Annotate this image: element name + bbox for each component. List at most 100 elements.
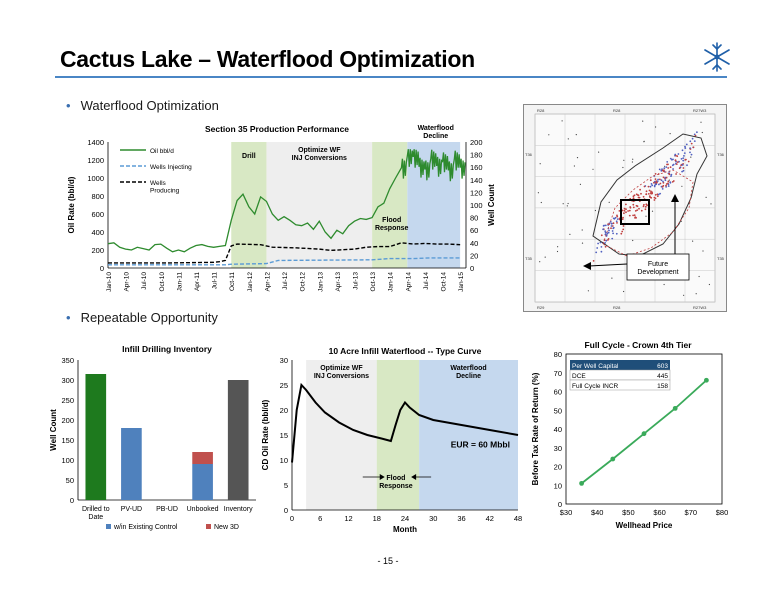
phase-label: Decline [423,133,448,140]
y-tick-label: 5 [284,481,288,490]
series-line [107,149,466,253]
chart-title: Infill Drilling Inventory [122,344,212,354]
arrow-head-icon [583,262,591,270]
well-dot [636,194,639,196]
y-tick-label: 0 [70,496,74,505]
well-dot [537,192,539,194]
well-dot [632,206,635,209]
table-cell-value: 445 [657,373,668,380]
well-dot [610,227,612,230]
well-dot [625,211,627,214]
x-tick-label: Jan-12 [247,272,254,292]
well-dot [632,158,634,160]
well-dot [610,225,613,227]
well-dot [587,290,589,292]
well-dot [612,222,615,225]
chart-title: Full Cycle - Crown 4th Tier [584,340,692,350]
y-tick-label: 0 [100,264,104,273]
x-tick-label: 48 [514,514,522,523]
well-dot [607,231,610,234]
well-dot [687,160,690,163]
y-tick-label: 30 [554,444,562,453]
well-dot [628,209,631,212]
well-dot [604,245,607,248]
well-dot [611,237,614,240]
arrow-head-icon [379,474,385,480]
well-dot [595,251,598,254]
well-dot [650,183,653,185]
table-header-label: Per Well Capital [572,363,619,370]
well-dot [581,229,583,231]
page-number: - 15 - [377,556,399,566]
well-dot [592,260,595,262]
map-bottom-label: R29 [537,305,545,310]
x-tick-label: 30 [429,514,437,523]
map-bottom-label: R27W3 [693,305,707,310]
future-dev-arrow-left [588,263,628,267]
well-dot [628,214,631,217]
well-dot [600,246,603,248]
well-dot [692,146,695,149]
well-dot [653,180,656,183]
well-dot [655,180,658,183]
well-dot [612,227,615,230]
table-header-bg [570,360,670,370]
phase-label: INJ Conversions [314,373,369,380]
well-dot [604,224,607,227]
well-dot [623,209,626,212]
eur-annotation: EUR = 60 Mbbl [451,440,510,450]
well-dot [623,207,626,210]
y-tick-label: 60 [554,388,562,397]
well-dot [604,242,606,244]
map-right-label: T35 [717,256,725,261]
well-dot [651,210,654,212]
unit-boundary [602,169,694,257]
well-dot [658,168,661,171]
well-dot [654,194,657,196]
table-cell-label: Full Cycle INCR [572,383,619,390]
well-dot [666,161,669,163]
well-dot [622,225,625,227]
table-header-value: 603 [657,363,668,370]
x-tick-label: Oct-13 [370,272,377,292]
infill-inventory-chart: Infill Drilling Inventory 0 50 100 150 200 250… [49,344,256,531]
arrow-head-icon [671,194,679,202]
x-tick-label: Jan-14 [388,272,395,292]
well-dot [676,161,679,163]
well-dot [662,176,665,179]
bullet-waterflood: • Waterflood Optimization [66,98,219,113]
well-dot [698,275,700,278]
well-dot [664,179,667,182]
well-dot [581,242,584,244]
y-tick-label: 20 [280,406,288,415]
data-point [579,480,584,486]
y-tick-label: 0 [558,500,562,509]
well-dot [600,234,603,237]
well-dot [670,173,673,176]
well-dot [680,220,682,222]
well-dot [653,199,656,201]
y-tick-label: 200 [61,416,74,425]
x-tick-label: PB-UD [156,506,178,513]
well-dot [611,222,613,225]
well-dot [667,167,670,169]
well-dot [680,158,683,160]
phase-label: Response [375,225,409,232]
data-point [641,431,647,437]
well-dot [638,207,640,210]
x-tick-label: Apr-10 [124,272,131,292]
legend-swatch [206,524,211,529]
well-dot [669,133,671,135]
legend-label: Producing [150,188,180,195]
well-dot [629,206,632,208]
phase-band [231,142,267,268]
x-tick-label: Jan-11 [176,272,183,292]
well-dot [575,134,577,136]
x-tick-label: $70 [685,508,698,517]
well-dot [607,223,609,225]
x-tick-label: Inventory [224,506,253,513]
map-top-label: R27W3 [693,108,707,113]
phase-label: Waterflood [450,365,486,372]
y-tick-label: 300 [61,376,74,385]
well-dot [592,168,594,170]
